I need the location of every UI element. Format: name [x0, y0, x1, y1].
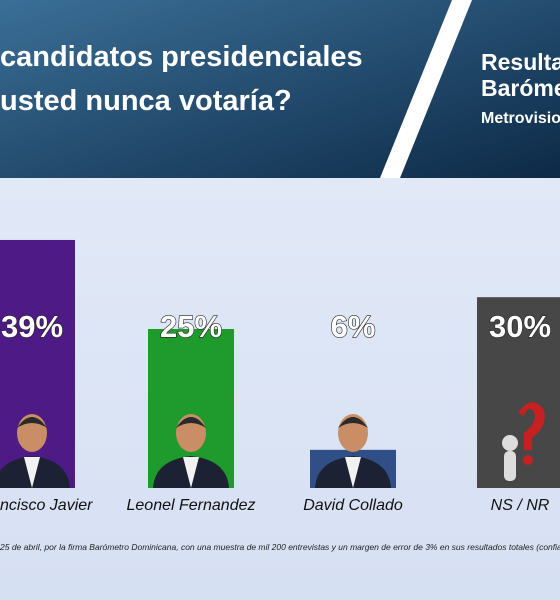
photo	[176, 417, 206, 428]
photo	[523, 455, 533, 465]
footnote: 25 de abril, por la firma Barómetro Domi…	[0, 542, 560, 552]
title: candidatos presidenciales	[0, 41, 363, 73]
photo	[504, 451, 516, 481]
value-label: 25%	[160, 309, 222, 344]
photo	[24, 457, 40, 488]
photo	[518, 402, 545, 450]
photo	[502, 435, 518, 451]
title: usted nunca votaría?	[0, 85, 292, 117]
photo	[345, 457, 361, 488]
value-label: 30%	[489, 309, 551, 344]
header	[0, 0, 560, 178]
value-label: 39%	[1, 309, 63, 344]
category-label: ncisco Javier	[0, 497, 93, 514]
category-label: Leonel Fernandez	[127, 497, 256, 514]
photo	[17, 417, 47, 428]
photo	[183, 457, 199, 488]
bar	[0, 239, 75, 488]
photo	[338, 417, 368, 428]
side-subtitle: Metrovisio	[481, 110, 560, 127]
value-label: 6%	[331, 309, 376, 344]
category-label: NS / NR	[491, 497, 550, 514]
bar	[477, 297, 560, 488]
category-label: David Collado	[303, 497, 403, 514]
divider	[380, 0, 472, 178]
side-title: Resulta	[481, 49, 560, 75]
side-title: Barómе	[481, 75, 560, 101]
